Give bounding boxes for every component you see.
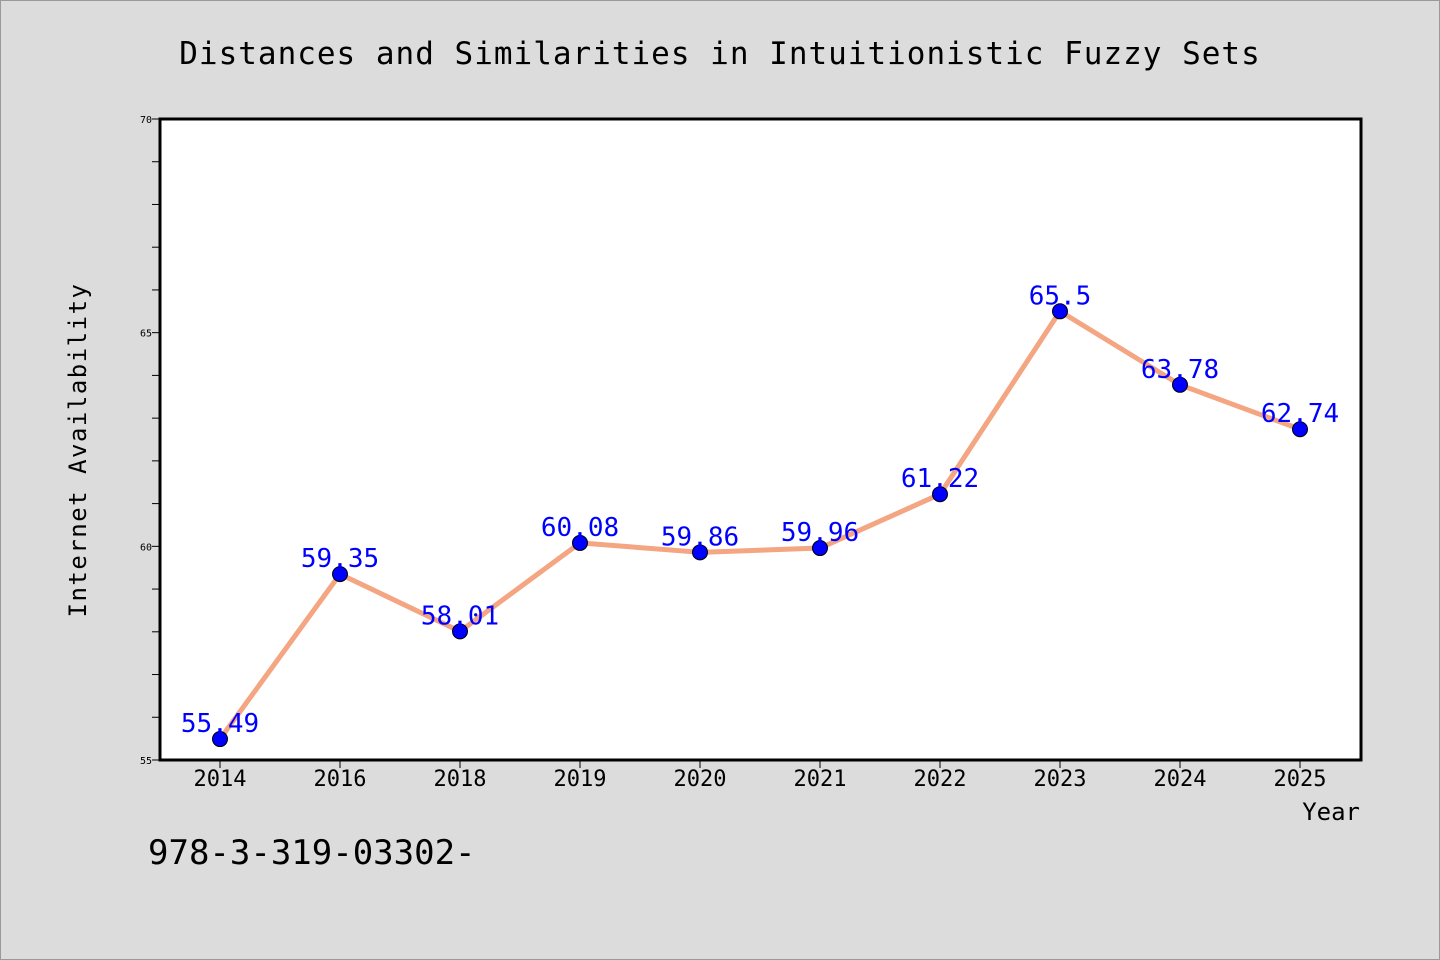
series-line — [217, 308, 1303, 742]
data-label: 60.08 — [541, 513, 619, 543]
x-tick-label: 2016 — [314, 767, 367, 792]
data-label: 58.01 — [421, 601, 499, 631]
data-label: 59.86 — [661, 522, 739, 552]
x-tick-label: 2025 — [1274, 767, 1327, 792]
x-tick-label: 2018 — [434, 767, 487, 792]
x-axis: 2014 2016 2018 2019 2020 2021 2022 2023 2024 2025 — [194, 760, 1327, 792]
chart-title: Distances and Similarities in Intuitioni… — [179, 36, 1261, 72]
x-tick-label: 2022 — [914, 767, 967, 792]
x-tick-label: 2023 — [1034, 767, 1087, 792]
x-tick-label: 2019 — [554, 767, 607, 792]
y-tick-label: 55 — [140, 756, 152, 767]
x-tick-label: 2024 — [1154, 767, 1207, 792]
y-axis: 55 60 65 70 — [140, 115, 160, 767]
x-tick-label: 2021 — [794, 767, 847, 792]
data-label: 63.78 — [1141, 355, 1219, 385]
data-label: 62.74 — [1261, 399, 1339, 429]
data-point — [212, 731, 228, 748]
footer-text: 978-3-319-03302- — [148, 833, 476, 873]
series-line-layer — [217, 308, 1303, 742]
data-label: 59.96 — [781, 518, 859, 548]
x-axis-label: Year — [1302, 798, 1360, 826]
data-label: 65.5 — [1029, 281, 1092, 311]
data-point — [932, 486, 948, 503]
data-label: 59.35 — [301, 544, 379, 574]
data-label: 61.22 — [901, 464, 979, 494]
y-tick-label: 60 — [140, 542, 152, 553]
y-tick-label: 65 — [140, 329, 152, 340]
x-tick-label: 2014 — [194, 767, 247, 792]
plot-area — [158, 117, 1363, 762]
data-point — [812, 540, 828, 557]
y-axis-label: Internet Availability — [64, 283, 92, 618]
data-label: 55.49 — [181, 709, 259, 739]
data-label-layer: 55.49 59.35 58.01 60.08 59.86 59.96 61.22 65.5 6… — [181, 281, 1339, 739]
data-point — [1052, 303, 1068, 320]
data-point — [572, 534, 588, 551]
data-point — [452, 623, 468, 640]
data-point — [332, 566, 348, 583]
data-point — [692, 544, 708, 561]
data-point-layer — [212, 303, 1308, 748]
x-tick-label: 2020 — [674, 767, 727, 792]
y-tick-label: 70 — [140, 115, 152, 126]
data-point — [1292, 421, 1308, 438]
data-point — [1172, 376, 1188, 393]
